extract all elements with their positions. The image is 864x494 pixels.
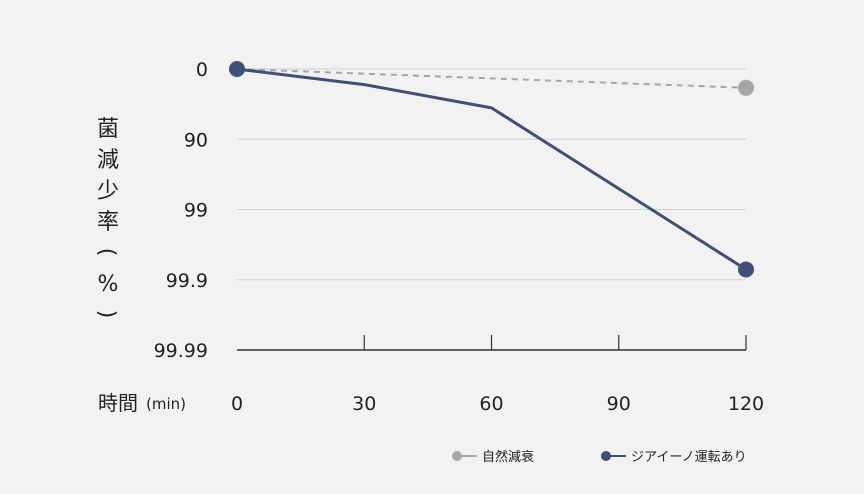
legend-label-0: 自然減衰 [482,449,534,465]
x-tick-label: 60 [479,393,503,415]
x-axis-unit: (min) [146,395,186,413]
x-axis-label: 時間 [98,391,138,415]
legend-layer: 自然減衰 ジアイーノ運転あり [452,449,747,465]
x-tick-label: 90 [607,393,631,415]
y-tick-label: 0 [196,59,208,81]
y-axis-label-char: % [98,272,119,297]
y-tick-label: 99.99 [154,340,208,362]
series-1-point [229,61,245,77]
y-tick-label: 99.9 [166,270,208,292]
legend-marker-0 [452,451,462,461]
y-axis-label-char: ) [94,310,119,319]
x-tick-label: 120 [728,393,764,415]
legend-marker-1 [601,451,611,461]
y-tick-label: 99 [184,200,208,222]
y-axis-label-char: 減 [97,148,119,173]
axis-layer [237,335,747,351]
series-layer [229,61,754,278]
x-tick-label: 0 [231,393,243,415]
legend-label-1: ジアイーノ運転あり [631,450,747,465]
y-axis-label-char: 率 [97,210,119,235]
y-axis-label-char: 少 [97,179,119,204]
series-1-point [738,261,754,278]
x-tick-label: 30 [352,393,376,415]
y-tick-label: 90 [184,129,208,151]
series-0-point [738,79,754,96]
y-axis-label-char: ( [94,248,119,257]
series-line-1 [236,67,747,271]
y-axis-label-char: 菌 [97,117,119,142]
grid-layer [237,68,746,281]
series-line-0 [236,68,747,89]
